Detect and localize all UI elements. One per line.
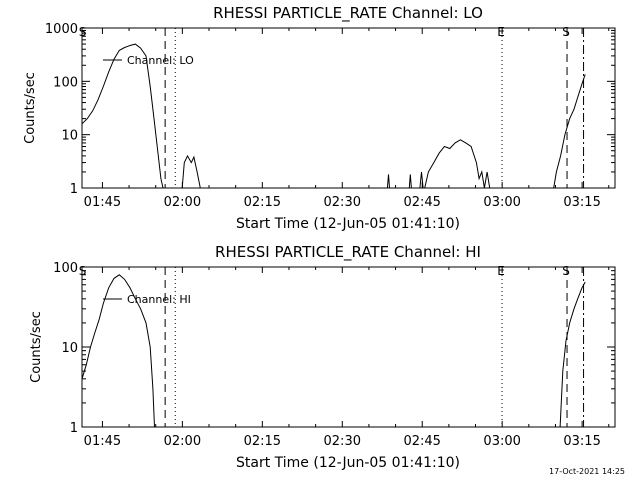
x-tick-label: 02:15 <box>244 434 281 449</box>
y-axis-label: Counts/sec <box>29 311 44 383</box>
plot-frame <box>81 27 616 189</box>
x-tick-label: 02:45 <box>403 195 440 210</box>
y-axis-label: Counts/sec <box>23 72 38 144</box>
footer-timestamp: 17-Oct-2021 14:25 <box>549 467 625 476</box>
x-tick-label: 03:00 <box>483 434 520 449</box>
marker-label: S <box>79 25 87 39</box>
panel-lo: RHESSI PARTICLE_RATE Channel: LO Start T… <box>23 4 616 232</box>
series-line <box>81 43 164 189</box>
marker-label: E <box>497 264 505 278</box>
x-tick-label: 02:15 <box>244 195 281 210</box>
y-tick-label: 10 <box>61 341 78 356</box>
series-line <box>81 274 155 428</box>
marker-label: S <box>79 264 87 278</box>
y-tick-label: 10 <box>61 129 78 144</box>
y-tick-label: 100 <box>53 261 78 276</box>
x-tick-label: 02:00 <box>164 195 201 210</box>
y-tick-label: 1000 <box>45 22 78 37</box>
series-line <box>559 281 586 428</box>
chart-title: RHESSI PARTICLE_RATE Channel: HI <box>215 243 481 262</box>
marker-label: E <box>497 25 505 39</box>
y-tick-label: 100 <box>53 75 78 90</box>
panel-hi: RHESSI PARTICLE_RATE Channel: HI Start T… <box>29 243 616 471</box>
legend-label: Channel: LO <box>127 54 194 67</box>
chart-marks: 01:45 02:00 02:15 02:30 02:45 03:00 03:15 1 10 10… <box>45 22 615 210</box>
marker-label: S <box>562 264 570 278</box>
series-line <box>386 174 390 189</box>
series-line <box>408 174 412 189</box>
plot-frame <box>81 266 616 428</box>
series-line <box>181 154 201 189</box>
x-tick-label: 02:30 <box>324 434 361 449</box>
x-axis-label: Start Time (12-Jun-05 01:41:10) <box>236 455 460 471</box>
legend-label: Channel: HI <box>127 293 191 306</box>
x-tick-label: 03:00 <box>483 195 520 210</box>
x-tick-label: 02:30 <box>324 195 361 210</box>
series-line <box>553 74 586 189</box>
y-tick-label: 1 <box>70 182 78 197</box>
x-tick-label: 02:45 <box>403 434 440 449</box>
x-tick-label: 01:45 <box>84 434 121 449</box>
series-line <box>424 139 491 189</box>
x-axis-label: Start Time (12-Jun-05 01:41:10) <box>236 216 460 232</box>
x-tick-label: 03:15 <box>563 434 600 449</box>
chart-title: RHESSI PARTICLE_RATE Channel: LO <box>213 4 483 23</box>
chart-marks: 01:45 02:00 02:15 02:30 02:45 03:00 03:15 1 10 10… <box>53 261 615 449</box>
y-tick-label: 1 <box>70 421 78 436</box>
x-tick-label: 01:45 <box>84 195 121 210</box>
x-tick-label: 02:00 <box>164 434 201 449</box>
series-line <box>419 171 424 189</box>
marker-label: S <box>562 25 570 39</box>
x-tick-label: 03:15 <box>563 195 600 210</box>
